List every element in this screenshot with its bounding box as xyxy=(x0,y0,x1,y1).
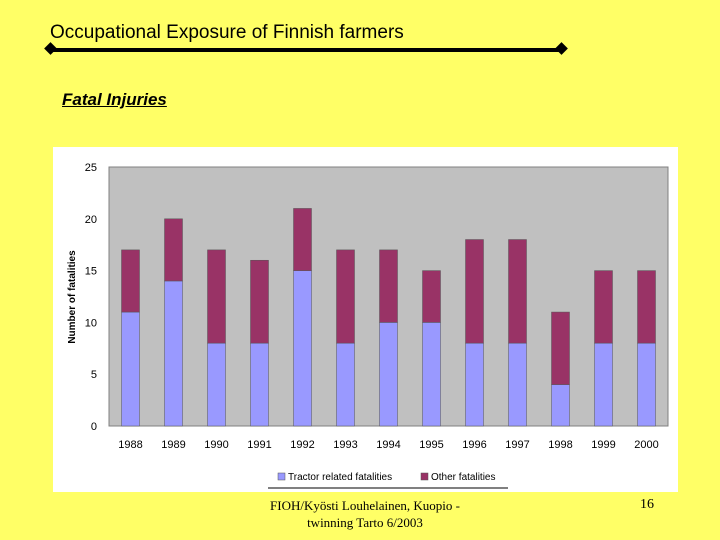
footer-credit: FIOH/Kyösti Louhelainen, Kuopio - twinni… xyxy=(225,497,505,531)
slide-title: Occupational Exposure of Finnish farmers xyxy=(50,22,404,43)
bar-other xyxy=(637,270,656,344)
x-tick-label: 2000 xyxy=(634,439,658,451)
x-tick-label: 1990 xyxy=(204,439,228,451)
divider-diamond-right xyxy=(555,42,568,55)
bar-tractor xyxy=(121,311,140,427)
chart-svg: 0 5 10 15 20 25 1988 1989 1990 1991 1992 1993 1994 1… xyxy=(67,162,669,489)
legend: Tractor related fatalities Other fataliti… xyxy=(268,472,508,489)
bar-other xyxy=(379,249,398,323)
y-tick-label: 15 xyxy=(85,266,97,278)
bar-other xyxy=(508,239,527,344)
title-divider xyxy=(44,42,568,55)
bar-other xyxy=(164,218,183,282)
x-tick-label: 1994 xyxy=(376,439,400,451)
footer-line-2: twinning Tarto 6/2003 xyxy=(307,515,423,530)
bar-tractor xyxy=(207,342,226,427)
x-tick-label: 1992 xyxy=(290,439,314,451)
y-tick-label: 0 xyxy=(91,421,97,433)
x-tick-label: 1999 xyxy=(591,439,615,451)
y-axis-label: Number of fatalities xyxy=(67,250,78,344)
bar-tractor xyxy=(508,342,527,427)
bar-other xyxy=(207,249,226,344)
x-tick-label: 1998 xyxy=(548,439,572,451)
x-tick-label: 1988 xyxy=(118,439,142,451)
y-tick-label: 5 xyxy=(91,369,97,381)
bar-other xyxy=(121,249,140,313)
bar-tractor xyxy=(465,342,484,427)
bar-tractor xyxy=(336,342,355,427)
x-tick-label: 1993 xyxy=(333,439,357,451)
legend-label-other: Other fatalities xyxy=(431,472,495,483)
x-tick-label: 1996 xyxy=(462,439,486,451)
y-tick-label: 10 xyxy=(85,317,97,329)
bar-tractor xyxy=(293,270,312,427)
bar-tractor xyxy=(379,322,398,427)
legend-swatch-tractor xyxy=(277,472,286,481)
bar-tractor xyxy=(422,322,441,427)
legend-label-tractor: Tractor related fatalities xyxy=(288,472,392,483)
x-tick-label: 1991 xyxy=(247,439,271,451)
bar-tractor xyxy=(551,384,570,427)
legend-swatch-other xyxy=(420,472,429,481)
x-tick-label: 1997 xyxy=(505,439,529,451)
bar-other xyxy=(551,311,570,385)
bar-other xyxy=(250,259,269,344)
bar-other xyxy=(293,208,312,271)
fatalities-chart: 0 5 10 15 20 25 1988 1989 1990 1991 1992 1993 1994 1… xyxy=(53,147,678,492)
footer-line-1: FIOH/Kyösti Louhelainen, Kuopio - xyxy=(270,498,460,513)
x-tick-label: 1995 xyxy=(419,439,443,451)
bar-other xyxy=(422,270,441,323)
y-tick-label: 25 xyxy=(85,162,97,174)
bar-other xyxy=(465,239,484,344)
y-tick-label: 20 xyxy=(85,214,97,226)
bar-tractor xyxy=(594,342,613,427)
bar-tractor xyxy=(637,342,656,427)
bar-other xyxy=(594,270,613,344)
bar-tractor xyxy=(250,342,269,427)
divider-diamond-left xyxy=(44,42,57,55)
bar-tractor xyxy=(164,280,183,427)
x-tick-label: 1989 xyxy=(161,439,185,451)
page-number: 16 xyxy=(640,497,654,512)
bar-other xyxy=(336,249,355,344)
slide-subtitle: Fatal Injuries xyxy=(62,90,167,109)
